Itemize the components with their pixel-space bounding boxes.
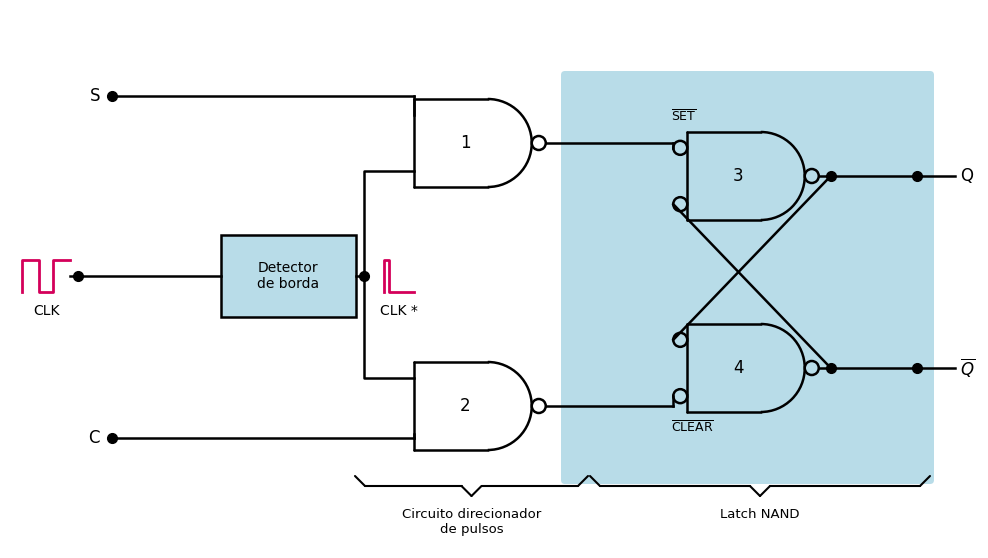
- Polygon shape: [414, 99, 532, 187]
- Text: 1: 1: [459, 134, 470, 152]
- Text: S: S: [90, 87, 100, 105]
- FancyBboxPatch shape: [561, 71, 934, 484]
- Text: CLK *: CLK *: [379, 304, 418, 318]
- Text: Q: Q: [960, 167, 973, 185]
- Text: Detector
de borda: Detector de borda: [257, 261, 319, 291]
- Polygon shape: [688, 324, 805, 412]
- Polygon shape: [688, 132, 805, 220]
- Text: Latch NAND: Latch NAND: [720, 508, 799, 521]
- FancyBboxPatch shape: [220, 235, 356, 317]
- Text: $\overline{\rm SET}$: $\overline{\rm SET}$: [671, 109, 697, 124]
- Polygon shape: [414, 362, 532, 450]
- Text: 2: 2: [459, 397, 470, 415]
- Text: $\overline{Q}$: $\overline{Q}$: [960, 357, 975, 379]
- Text: $\overline{\rm CLEAR}$: $\overline{\rm CLEAR}$: [671, 420, 714, 435]
- Text: 4: 4: [733, 359, 743, 377]
- Text: 3: 3: [733, 167, 743, 185]
- Text: CLK: CLK: [33, 304, 59, 318]
- Text: C: C: [89, 429, 100, 447]
- Text: Circuito direcionador
de pulsos: Circuito direcionador de pulsos: [402, 508, 541, 536]
